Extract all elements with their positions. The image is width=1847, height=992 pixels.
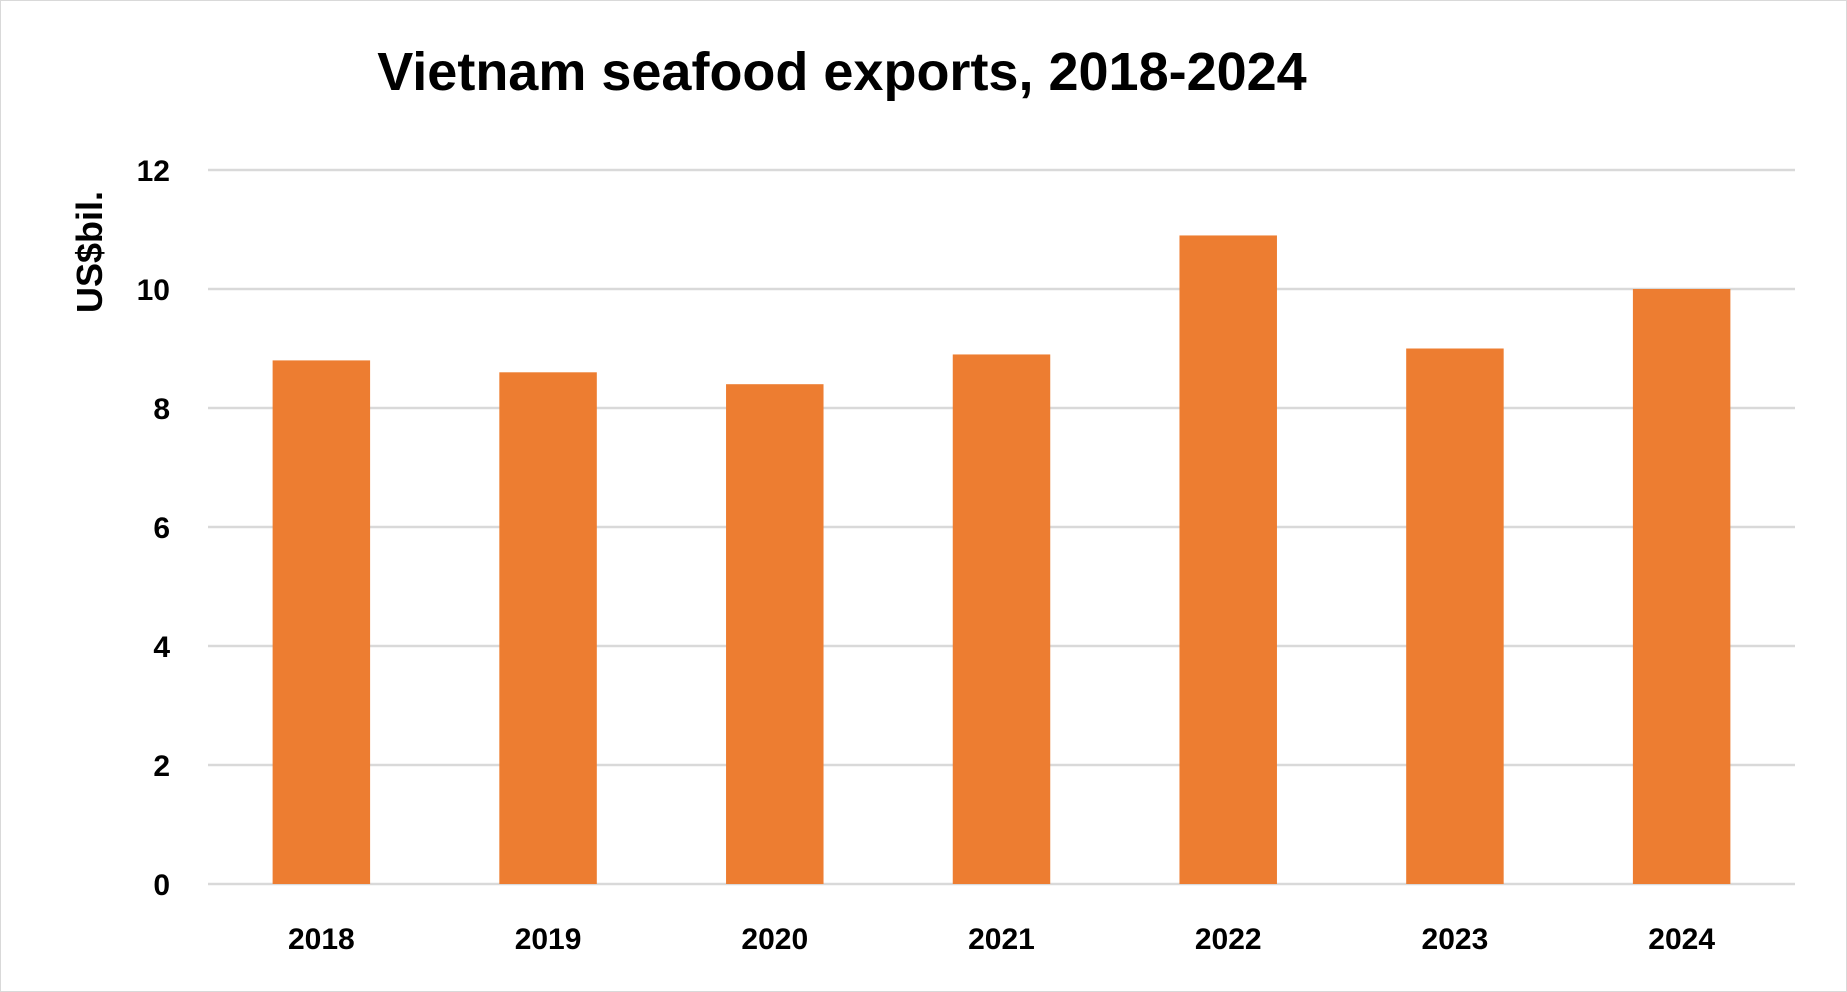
bar-2022	[1179, 235, 1277, 884]
y-tick-label: 6	[153, 512, 170, 545]
x-tick-label: 2021	[968, 923, 1035, 956]
x-tick-label: 2019	[515, 923, 582, 956]
y-tick-label: 10	[137, 274, 170, 307]
y-tick-label: 4	[153, 631, 170, 664]
y-tick-label: 2	[153, 750, 170, 783]
y-tick-label: 8	[153, 393, 170, 426]
y-axis-ticks: 0 2 4 6 8 10 12	[137, 155, 171, 902]
bar-2021	[952, 354, 1051, 884]
y-tick-label: 0	[153, 869, 170, 902]
x-axis-ticks: 2018 2019 2020 2021 2022 2023 2024	[288, 923, 1715, 956]
bars	[272, 235, 1731, 884]
bar-2023	[1406, 348, 1504, 884]
chart-title: Vietnam seafood exports, 2018-2024	[377, 42, 1306, 102]
x-tick-label: 2022	[1195, 923, 1262, 956]
bar-2018	[272, 360, 371, 884]
x-tick-label: 2018	[288, 923, 355, 956]
x-tick-label: 2024	[1648, 923, 1715, 956]
y-tick-label: 12	[137, 155, 170, 188]
bar-2024	[1632, 289, 1731, 884]
bar-2020	[726, 384, 824, 884]
x-tick-label: 2023	[1422, 923, 1489, 956]
y-axis-label: US$bil.	[69, 191, 110, 313]
x-tick-label: 2020	[741, 923, 808, 956]
bar-2019	[499, 372, 597, 884]
